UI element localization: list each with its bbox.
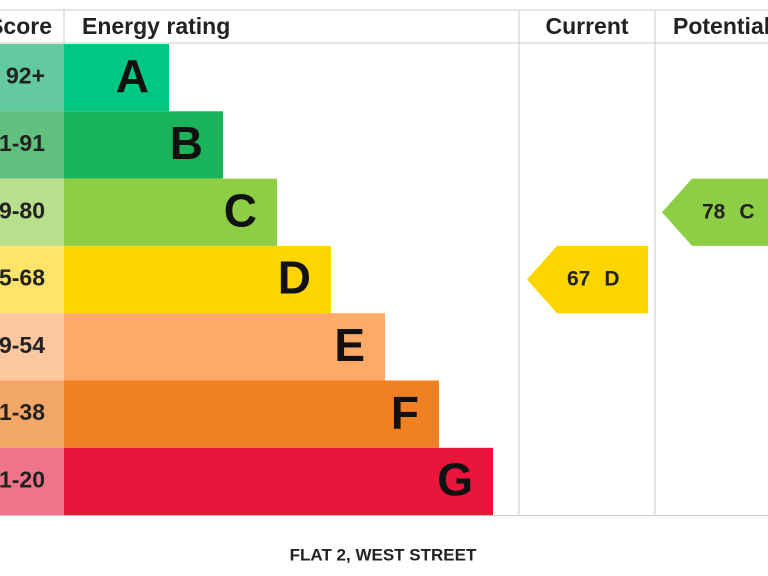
rating-bar <box>64 44 169 112</box>
header-potential: Potential <box>673 13 768 39</box>
potential-arrow <box>662 178 768 246</box>
header-current: Current <box>545 13 628 39</box>
current-letter: D <box>604 267 619 290</box>
footer: FLAT 2, WEST STREET <box>290 545 477 564</box>
score-cell <box>0 178 64 246</box>
rating-letter: D <box>278 252 311 304</box>
score-label: 69-80 <box>0 197 45 223</box>
rating-bar <box>64 447 493 516</box>
score-cell <box>0 380 64 448</box>
rating-letter: A <box>116 50 149 102</box>
score-cell <box>0 245 64 314</box>
score-cell <box>0 111 64 179</box>
rating-letter: B <box>170 117 203 169</box>
header-score: Score <box>0 13 52 39</box>
rating-letter: F <box>391 386 419 438</box>
rating-bar <box>64 111 223 179</box>
header-rating: Energy rating <box>82 13 230 39</box>
rating-bar <box>64 380 439 448</box>
score-label: 81-91 <box>0 130 45 156</box>
rating-bar <box>64 245 331 314</box>
score-label: 92+ <box>6 63 45 89</box>
score-label: 21-38 <box>0 399 45 425</box>
potential-label: 78 C <box>702 200 755 223</box>
score-cell <box>0 447 64 516</box>
potential-letter: C <box>739 200 754 223</box>
potential-value: 78 <box>702 200 726 223</box>
current-label: 67 D <box>567 267 620 290</box>
rating-letter: E <box>334 319 365 371</box>
score-cell <box>0 313 64 381</box>
score-label: 39-54 <box>0 332 45 358</box>
rating-letter: C <box>224 184 257 236</box>
rating-letter: G <box>437 454 473 506</box>
current-value: 67 <box>567 267 590 290</box>
score-label: 1-20 <box>0 467 45 493</box>
score-label: 55-68 <box>0 265 45 291</box>
current-arrow <box>527 245 648 314</box>
rating-bar <box>64 313 385 381</box>
rating-bar <box>64 178 277 246</box>
score-cell <box>0 44 64 112</box>
